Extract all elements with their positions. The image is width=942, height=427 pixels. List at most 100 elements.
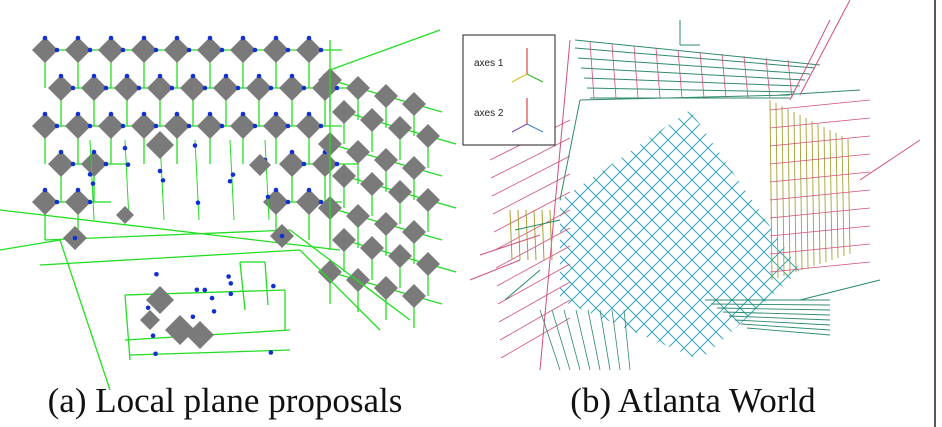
plane-patch <box>279 151 305 177</box>
plane-patch <box>263 113 289 139</box>
plane-patch <box>249 154 271 176</box>
plane-patch <box>32 113 58 139</box>
vertex <box>142 112 147 117</box>
line-segment <box>532 100 832 400</box>
vertex <box>88 48 93 53</box>
vertex <box>271 284 276 289</box>
vertex <box>241 112 246 117</box>
plane-patch <box>165 315 195 345</box>
vertex <box>123 146 128 151</box>
line-segment <box>501 318 570 358</box>
line-segment <box>612 44 616 98</box>
line-segment <box>770 100 870 110</box>
line-segment <box>770 118 870 128</box>
vertex <box>126 162 131 167</box>
edge <box>0 240 60 250</box>
line-segment <box>770 154 870 164</box>
line-segment <box>788 109 790 274</box>
plane-patch <box>402 220 426 244</box>
line-segment <box>794 112 796 272</box>
line-segment <box>564 100 864 400</box>
line-segment <box>860 140 920 180</box>
vertex <box>104 162 109 167</box>
line-segment <box>612 100 912 400</box>
line-segment <box>812 121 814 266</box>
vertex <box>187 124 192 129</box>
plane-patch <box>164 113 190 139</box>
vertex <box>161 178 166 183</box>
vertex <box>175 112 180 117</box>
plane-patch <box>402 92 426 116</box>
plane-patch <box>346 140 370 164</box>
plane-patch <box>332 100 356 124</box>
plane-patch <box>332 228 356 252</box>
vertex <box>76 36 81 41</box>
vertex <box>55 124 60 129</box>
vertex <box>266 195 271 200</box>
plane-patch <box>81 151 107 177</box>
vertex <box>193 143 198 148</box>
vertex <box>88 172 93 177</box>
vertex <box>154 48 159 53</box>
plane-patch <box>416 188 440 212</box>
plane-patch <box>263 189 289 215</box>
plane-patch <box>360 172 384 196</box>
vertex <box>208 112 213 117</box>
plane-patch <box>131 37 157 63</box>
line-segment <box>780 90 860 95</box>
vertex <box>286 124 291 129</box>
plane-patch <box>388 180 412 204</box>
vertex <box>154 124 159 129</box>
line-segment <box>552 310 570 370</box>
line-segment <box>772 100 942 400</box>
vertex <box>228 292 233 297</box>
line-segment <box>516 100 816 400</box>
line-segment <box>590 42 594 98</box>
line-segment <box>576 310 590 370</box>
legend-box <box>463 35 555 145</box>
vertex <box>142 36 147 41</box>
line-segment <box>741 324 830 330</box>
line-segment <box>548 100 848 400</box>
line-segment <box>584 78 800 86</box>
vertex <box>109 112 114 117</box>
line-segment <box>564 310 580 370</box>
vertex <box>220 124 225 129</box>
caption: (b) Atlanta World <box>570 381 816 420</box>
line-segment <box>600 310 610 370</box>
plane-patch <box>346 204 370 228</box>
vertex <box>224 74 229 79</box>
plane-patch <box>213 75 239 101</box>
line-segment <box>770 100 772 280</box>
plane-patch <box>346 76 370 100</box>
line-segment <box>708 100 942 400</box>
vertex <box>203 86 208 91</box>
edge <box>265 262 268 305</box>
line-segment <box>495 210 570 250</box>
vertex <box>274 36 279 41</box>
vertex <box>170 86 175 91</box>
line-segment <box>836 133 838 258</box>
plane-patch <box>98 37 124 63</box>
line-segment <box>542 210 544 260</box>
line-segment <box>800 0 850 95</box>
plane-patch <box>197 37 223 63</box>
line-segment <box>580 100 880 400</box>
figure: axes 1 axes 2 (a) Local plane proposals … <box>0 0 942 427</box>
vertex <box>195 287 200 292</box>
plane-patch <box>246 75 272 101</box>
plane-patch <box>312 151 338 177</box>
caption: (a) Local plane proposals <box>48 381 403 420</box>
plane-patch <box>346 268 370 292</box>
line-segment <box>505 270 540 300</box>
line-segment <box>830 130 832 260</box>
plane-patch <box>402 156 426 180</box>
line-segment <box>534 210 536 260</box>
plane-patch <box>65 37 91 63</box>
vertex <box>236 86 241 91</box>
line-segment <box>852 100 942 400</box>
line-segment <box>842 136 844 256</box>
line-segment <box>711 304 830 305</box>
vertex <box>151 333 156 338</box>
edge <box>300 250 380 330</box>
